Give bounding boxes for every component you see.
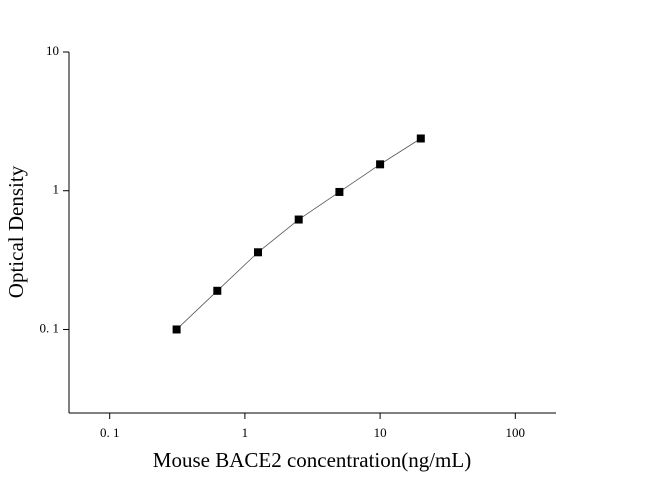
data-point (294, 215, 303, 224)
data-point (416, 134, 425, 143)
y-tick-label: 10 (46, 43, 59, 58)
data-point (376, 160, 385, 169)
fit-curve (176, 138, 422, 330)
x-tick-label: 0. 1 (100, 425, 120, 440)
y-tick-label: 1 (53, 182, 60, 197)
data-point (254, 248, 263, 257)
x-axis-title: Mouse BACE2 concentration(ng/mL) (153, 448, 471, 472)
data-point (213, 286, 222, 295)
x-tick-label: 100 (506, 425, 526, 440)
x-tick-label: 1 (242, 425, 249, 440)
x-tick-label: 10 (374, 425, 387, 440)
y-axis-title: Optical Density (4, 165, 28, 298)
data-point (172, 325, 181, 334)
y-tick-label: 0. 1 (40, 320, 60, 335)
data-point (335, 187, 344, 196)
